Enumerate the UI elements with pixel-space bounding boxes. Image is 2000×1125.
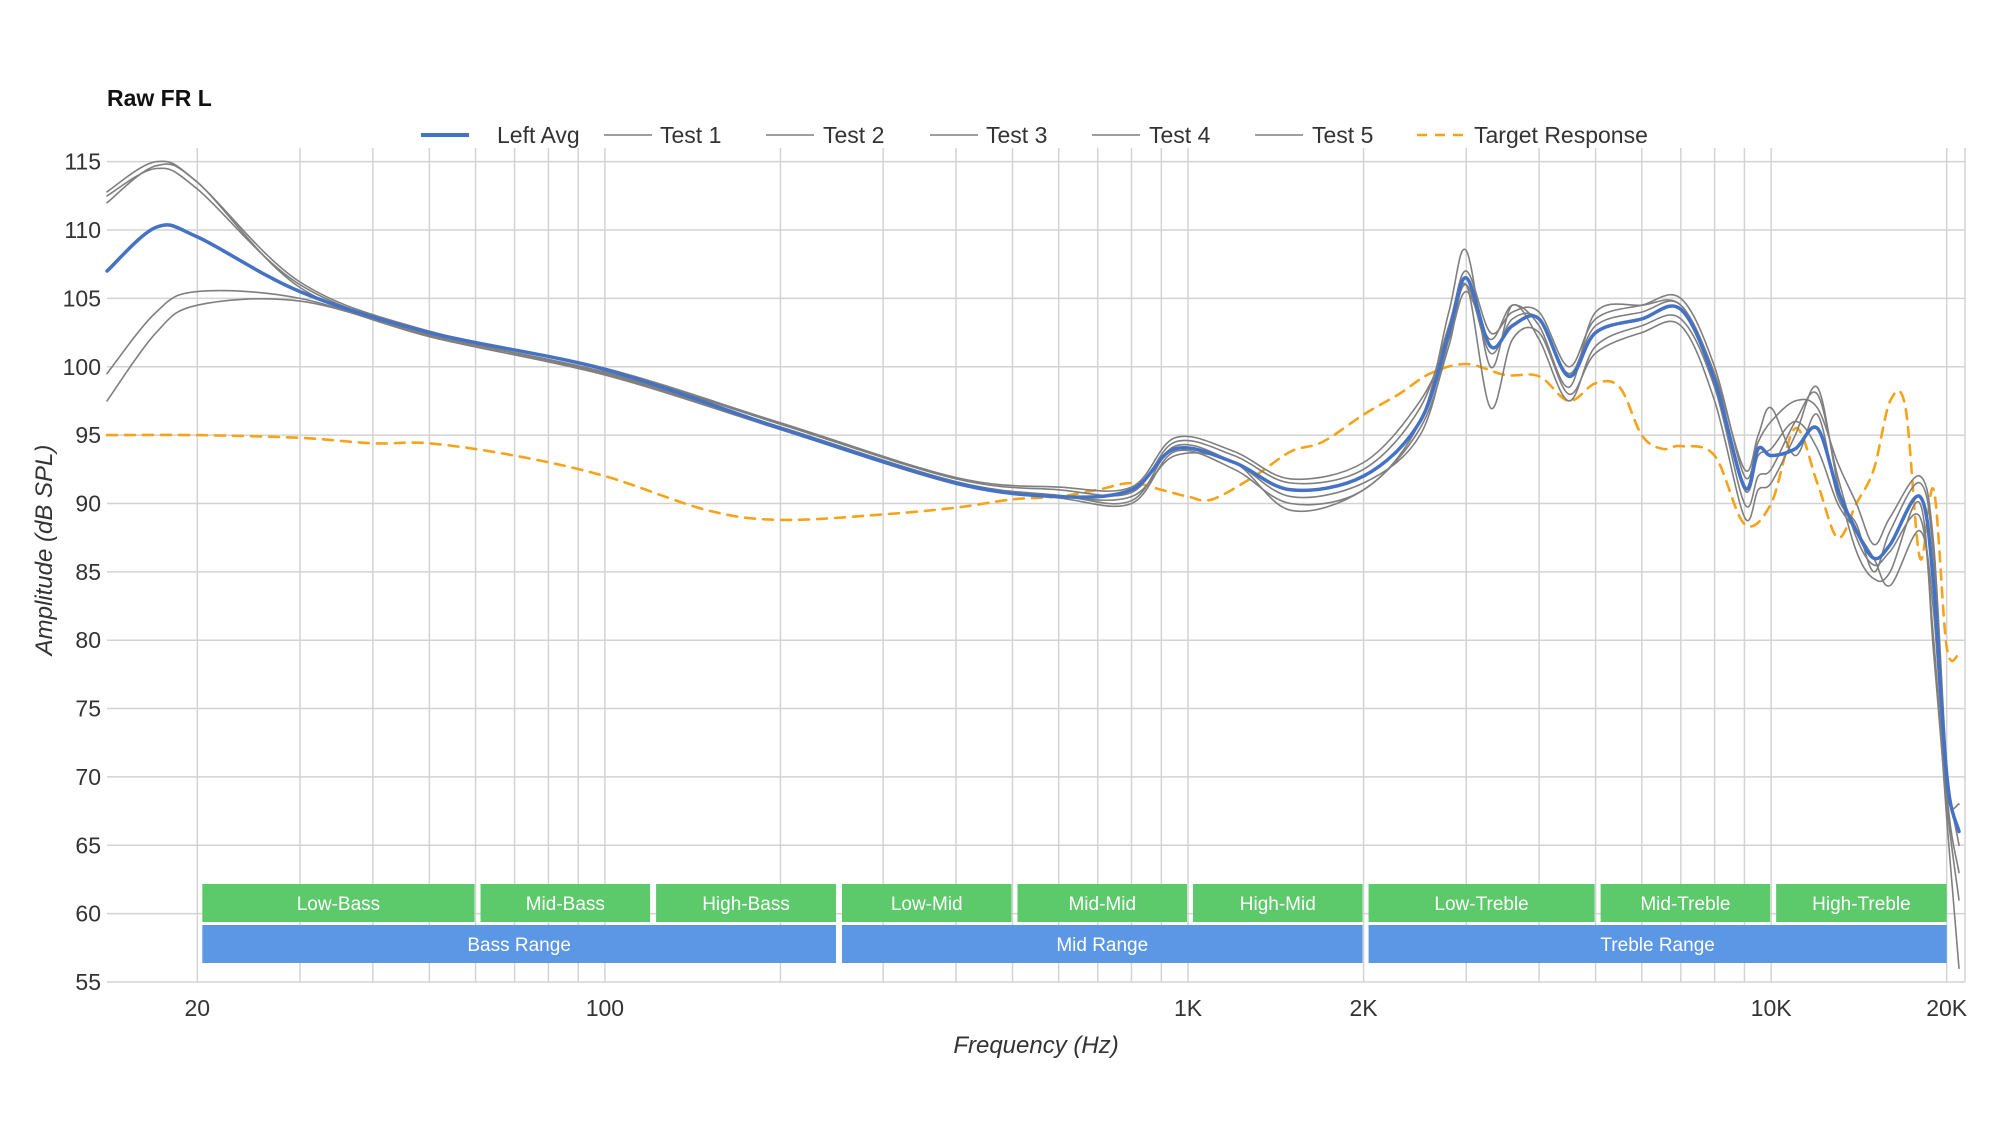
y-tick-label: 65 [75, 832, 101, 858]
x-tick-label: 10K [1751, 995, 1793, 1021]
frequency-range-bands: Low-Bass Mid-Bass High-Bass Low-Mid Mid-Mid H… [202, 884, 1947, 963]
range-band [841, 925, 1363, 963]
legend-label: Test 2 [823, 122, 884, 148]
y-tick-label: 60 [75, 901, 101, 927]
chart-legend: Left Avg Test 1 Test 2 Test 3 Test 4 Test 5 Ta… [421, 122, 1648, 148]
sub-range-band-label: High-Treble [1812, 894, 1911, 915]
sub-range-band [1017, 884, 1188, 922]
sub-range-band [656, 884, 836, 922]
sub-range-band-label: Low-Treble [1434, 894, 1528, 915]
sub-range-band [480, 884, 651, 922]
y-tick-label: 115 [64, 149, 101, 175]
range-band [202, 925, 836, 963]
series-line-test-4 [106, 282, 1960, 901]
y-tick-label: 80 [75, 627, 101, 653]
x-axis-label: Frequency (Hz) [953, 1032, 1118, 1059]
legend-label: Left Avg [497, 122, 580, 148]
y-tick-label: 70 [75, 764, 101, 790]
y-tick-label: 95 [75, 422, 101, 448]
sub-range-band [1600, 884, 1771, 922]
range-band [1368, 925, 1947, 963]
chart-series [105, 160, 1961, 970]
sub-range-band-label: High-Bass [702, 894, 790, 915]
range-band-label: Treble Range [1600, 935, 1714, 956]
range-band-label: Bass Range [467, 935, 571, 956]
chart-title: Raw FR L [107, 85, 212, 111]
x-axis-ticks: 20 100 1K 2K 10K 20K [185, 995, 1968, 1021]
x-tick-label: 20K [1926, 995, 1968, 1021]
sub-range-band [1776, 884, 1947, 922]
y-axis-label: Amplitude (dB SPL) [31, 445, 58, 658]
legend-label: Test 5 [1312, 122, 1373, 148]
legend-label: Test 1 [660, 122, 721, 148]
y-tick-label: 100 [63, 354, 101, 380]
sub-range-band-label: High-Mid [1240, 894, 1316, 915]
x-tick-label: 20 [185, 995, 211, 1021]
y-tick-label: 110 [64, 217, 101, 243]
series-line-test-5 [106, 160, 1960, 874]
sub-range-band [841, 884, 1012, 922]
sub-range-band-label: Mid-Bass [526, 894, 605, 915]
chart-grid [107, 148, 1966, 983]
y-tick-label: 105 [63, 285, 101, 311]
sub-range-band-label: Low-Bass [297, 894, 380, 915]
range-band-label: Mid Range [1056, 935, 1148, 956]
y-tick-label: 75 [75, 696, 101, 722]
legend-label: Test 3 [986, 122, 1047, 148]
sub-range-band [1368, 884, 1595, 922]
x-tick-label: 2K [1349, 995, 1378, 1021]
y-axis-ticks: 115 110 105 100 95 90 85 80 75 70 65 60 55 [63, 149, 101, 995]
series-line-target-response [105, 362, 1961, 663]
y-tick-label: 85 [75, 559, 101, 585]
y-tick-label: 55 [75, 969, 101, 995]
x-tick-label: 100 [586, 995, 624, 1021]
sub-range-band [202, 884, 475, 922]
legend-label: Test 4 [1149, 122, 1211, 148]
series-line-left-avg [105, 223, 1961, 834]
sub-range-band-label: Mid-Mid [1068, 894, 1136, 915]
legend-label: Target Response [1474, 122, 1648, 148]
y-tick-label: 90 [75, 490, 101, 516]
sub-range-band-label: Mid-Treble [1640, 894, 1730, 915]
sub-range-band-label: Low-Mid [891, 894, 963, 915]
sub-range-band [1193, 884, 1363, 922]
x-tick-label: 1K [1174, 995, 1203, 1021]
